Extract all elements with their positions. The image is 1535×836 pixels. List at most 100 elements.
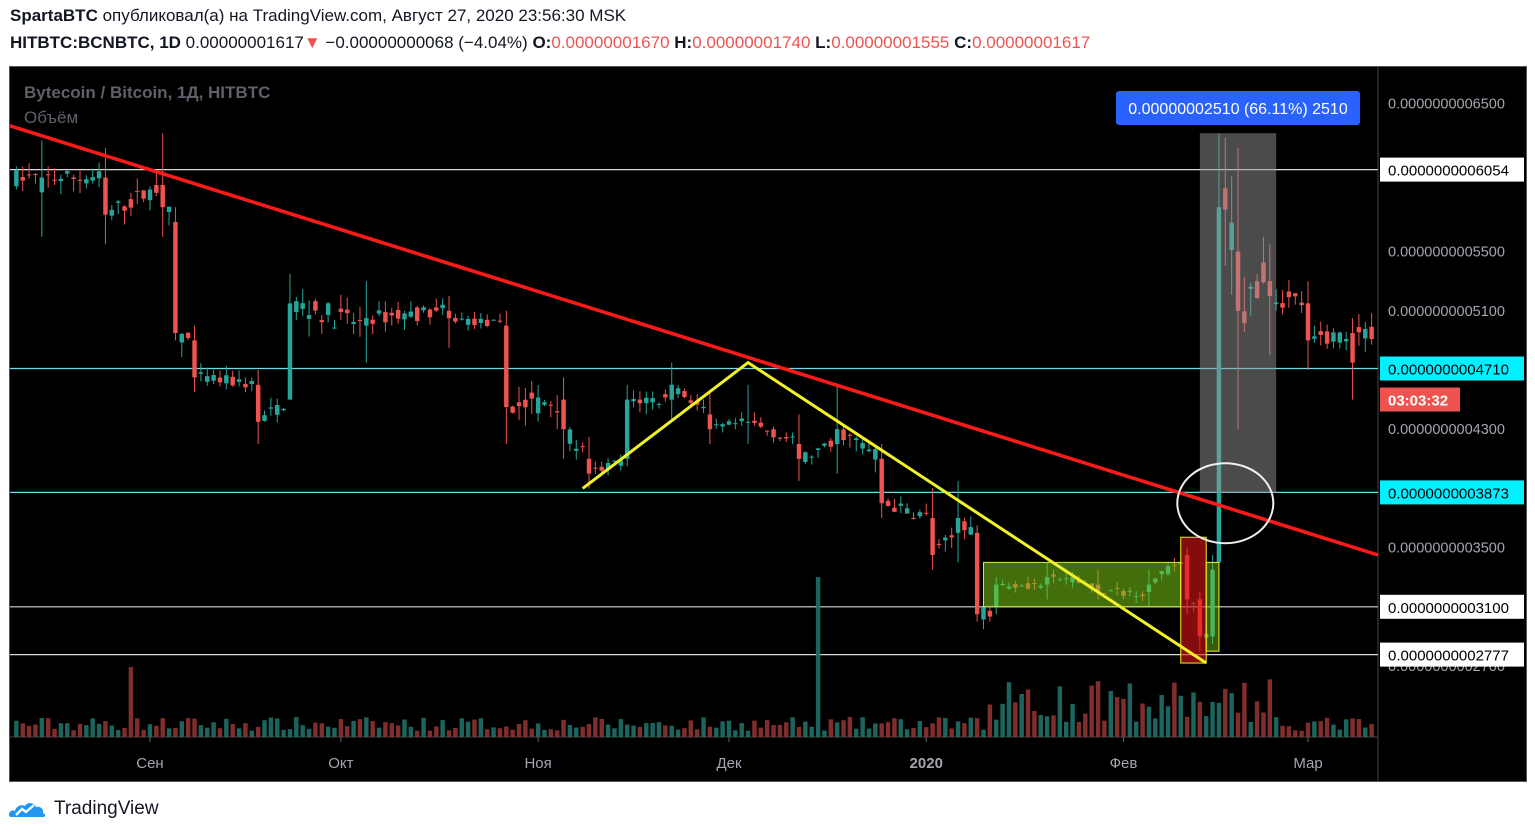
volume-bar [141, 729, 146, 737]
volume-bar [962, 723, 967, 737]
candle-body [828, 440, 834, 447]
candle-body [109, 209, 115, 216]
price-tick-label: 0.0000000004300 [1388, 422, 1505, 438]
candle-body [529, 392, 534, 399]
price-tick-label: 0.0000000006500 [1388, 97, 1505, 113]
volume-bar [911, 727, 916, 737]
volume-bar [230, 724, 235, 737]
candle-body [688, 400, 694, 403]
change-arrow-icon: ▼ [303, 33, 321, 52]
candle-body [822, 443, 827, 446]
candle-body [1293, 293, 1298, 297]
volume-bar [599, 718, 604, 737]
candle-body [389, 312, 394, 316]
candle-body [682, 391, 687, 398]
candle-body [128, 199, 134, 208]
candle-body [141, 190, 146, 199]
volume-bar [306, 728, 312, 737]
breakout-circle [1176, 462, 1275, 545]
chart-panel[interactable]: Bytecoin / Bitcoin, 1Д, HITBTC Объём 0.000… [9, 66, 1527, 782]
volume-bar [822, 730, 827, 737]
open-value: 0.00000001670 [551, 33, 670, 52]
volume-bar [726, 720, 732, 737]
candle-body [147, 189, 153, 201]
volume-bar [688, 720, 694, 737]
volume-bar [84, 725, 89, 737]
level-price-tag [1380, 480, 1524, 505]
candle-body [771, 429, 776, 438]
candle-body [663, 394, 668, 398]
volume-bar [1369, 724, 1374, 737]
volume-bar [1331, 724, 1336, 737]
volume-bar [1172, 682, 1177, 737]
volume-bar [472, 719, 477, 737]
candle-body [885, 500, 891, 506]
candle-body [1343, 339, 1349, 342]
measure-label-box [1115, 91, 1361, 125]
volume-bar [943, 718, 948, 737]
candle-body [281, 408, 286, 411]
volume-bar [402, 719, 407, 737]
volume-bar [497, 728, 503, 737]
candle-body [65, 171, 70, 174]
candle-body [981, 607, 986, 620]
candle-body [930, 518, 935, 555]
candle-body [580, 446, 585, 448]
candle-body [656, 403, 662, 405]
volume-bar [637, 726, 643, 737]
volume-bar [694, 729, 700, 737]
candle-body [860, 442, 865, 449]
volume-bar [408, 726, 414, 737]
candle-body [1324, 331, 1330, 344]
volume-bar [414, 730, 420, 737]
volume-bar [217, 728, 223, 737]
volume-bar [14, 720, 19, 737]
volume-bar [351, 720, 356, 737]
volume-bar [1063, 721, 1069, 737]
candle-body [593, 467, 598, 469]
volume-bar [1108, 690, 1113, 737]
drop-zone [1180, 536, 1207, 664]
candle-body [548, 404, 554, 406]
volume-bar [434, 726, 439, 737]
volume-bar [332, 727, 337, 737]
volume-bar [994, 719, 999, 737]
price-range-box [1199, 133, 1277, 493]
volume-bar [1121, 698, 1126, 737]
candle-body [841, 429, 846, 441]
volume-bar [968, 717, 974, 737]
candle-body [879, 458, 884, 504]
volume-bar [612, 728, 617, 737]
volume-bar [313, 722, 318, 737]
author-name[interactable]: SpartaBTC [10, 6, 98, 25]
volume-bar [300, 725, 305, 737]
volume-bar [1356, 719, 1362, 737]
candle-body [224, 375, 229, 384]
price-chart[interactable]: Bytecoin / Bitcoin, 1Д, HITBTC Объём 0.000… [10, 67, 1526, 781]
level-price-tag [1380, 157, 1524, 182]
volume-bar [1312, 721, 1317, 737]
price-tick-label: 0.0000000003500 [1388, 541, 1505, 557]
candle-body [847, 434, 853, 436]
volume-bar [179, 721, 185, 737]
high-label: H: [674, 33, 693, 52]
brand-text: TradingView [54, 798, 159, 819]
volume-bar [1089, 685, 1094, 737]
candle-body [904, 508, 910, 514]
candle-body [306, 315, 312, 319]
tradingview-brand[interactable]: TradingView [8, 796, 159, 822]
level-price-label: 0.0000000004710 [1388, 362, 1509, 379]
countdown-label: 03:03:32 [1388, 393, 1448, 410]
volume-bar [58, 723, 64, 737]
volume-bar [1229, 693, 1234, 737]
candle-body [325, 303, 331, 315]
volume-bar [904, 729, 910, 737]
tradingview-logo-icon [8, 803, 46, 817]
candle-body [612, 460, 617, 462]
candle-body [523, 399, 528, 408]
volume-bar [1127, 683, 1133, 737]
volume-bar [586, 724, 592, 737]
volume-bar [1044, 716, 1050, 737]
volume-bar [1343, 719, 1349, 737]
candle-body [497, 320, 503, 322]
